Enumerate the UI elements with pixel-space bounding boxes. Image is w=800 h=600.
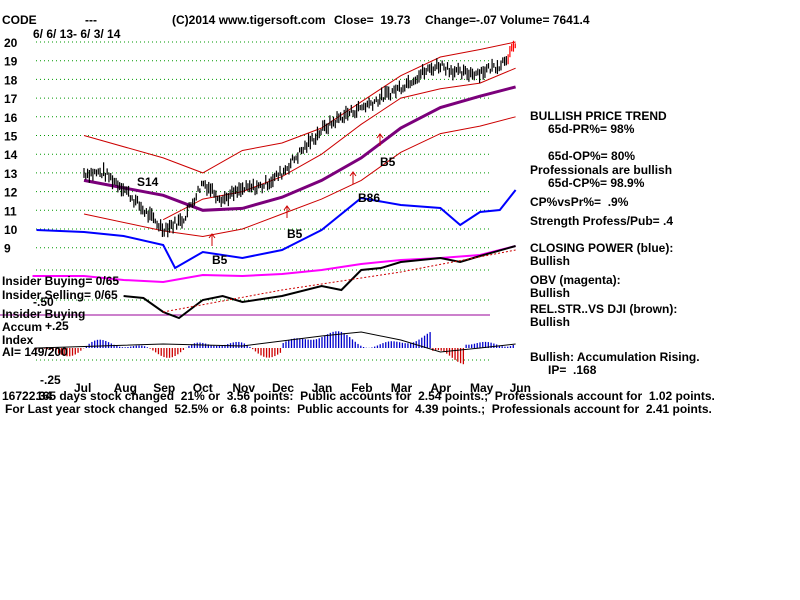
accum-ma bbox=[36, 331, 516, 353]
closing-power-label: CLOSING POWER (blue): bbox=[530, 241, 674, 255]
x-tick-label: Dec bbox=[272, 381, 294, 395]
relstr-label: REL.STR..VS DJI (brown): bbox=[530, 302, 678, 316]
accum-label: Accum bbox=[2, 320, 43, 334]
relstr-status: Bullish bbox=[530, 315, 571, 329]
y-tick-label: 17 bbox=[4, 92, 18, 106]
y-tick-label: 20 bbox=[4, 36, 18, 50]
obv-label: OBV (magenta): bbox=[530, 273, 621, 287]
x-tick-label: Jun bbox=[510, 381, 531, 395]
signal-arrowhead bbox=[376, 133, 384, 139]
y-tick-label: 9 bbox=[4, 242, 11, 256]
x-tick-label: Sep bbox=[153, 381, 175, 395]
signal-arrows bbox=[208, 133, 384, 246]
y-tick-label: 19 bbox=[4, 55, 18, 69]
pr-value: 65d-PR%= 98% bbox=[548, 122, 635, 136]
professionals-status: Professionals are bullish bbox=[530, 163, 673, 177]
signal-b86: B86 bbox=[358, 191, 381, 205]
closing-power-status: Bullish bbox=[530, 254, 571, 268]
y-tick-label: 11 bbox=[4, 204, 17, 218]
accumulation-histogram bbox=[35, 331, 516, 365]
y-tick-label: 13 bbox=[4, 167, 18, 181]
x-tick-label: Feb bbox=[351, 381, 372, 395]
accum-plus25: +.25 bbox=[45, 319, 69, 333]
relstr-line bbox=[123, 245, 516, 320]
signal-b5: B5 bbox=[287, 227, 303, 241]
x-tick-label: Jan bbox=[312, 381, 333, 395]
accum-minus50: -.50 bbox=[33, 295, 54, 309]
insider-buying-ratio: Insider Buying= 0/65 bbox=[2, 274, 120, 288]
relstr-ma bbox=[163, 249, 516, 313]
price-bars bbox=[83, 40, 516, 238]
y-tick-label: 16 bbox=[4, 111, 18, 125]
accum-minus25: -.25 bbox=[40, 373, 61, 387]
signal-arrowhead bbox=[349, 171, 357, 177]
x-tick-label: May bbox=[470, 381, 494, 395]
y-tick-label: 10 bbox=[4, 223, 18, 237]
signal-arrowhead bbox=[208, 233, 216, 239]
signal-s14: S14 bbox=[137, 175, 159, 189]
ip-value: IP= .168 bbox=[548, 363, 597, 377]
ai-value: AI= 149/200 bbox=[2, 345, 68, 359]
y-tick-label: 12 bbox=[4, 186, 18, 200]
dashes: --- bbox=[85, 13, 97, 27]
volume-value: Volume= 7641.4 bbox=[500, 13, 590, 27]
insider-buying-label: Insider Buying bbox=[2, 307, 86, 321]
closing-power-line bbox=[36, 189, 517, 270]
x-tick-label: Oct bbox=[193, 381, 213, 395]
x-tick-labels: Jul Aug Sep Oct Nov Dec Jan Feb Mar Apr May Jun bbox=[74, 381, 531, 395]
lower-band bbox=[83, 116, 516, 238]
x-tick-label: Jul bbox=[74, 381, 91, 395]
relstr bbox=[123, 245, 516, 320]
grid-lines bbox=[0, 41, 490, 361]
obv-status: Bullish bbox=[530, 286, 571, 300]
x-tick-label: Apr bbox=[430, 381, 451, 395]
footer-line-2: For Last year stock changed 52.5% or 6.8… bbox=[5, 402, 712, 416]
change-value: Change=-.07 bbox=[425, 13, 497, 27]
cpvspr-value: CP%vsPr%= .9% bbox=[530, 195, 629, 209]
y-tick-label: 14 bbox=[4, 148, 18, 162]
footer-line-1: 165 days stock changed 21% or 3.56 point… bbox=[36, 389, 715, 403]
x-tick-label: Mar bbox=[391, 381, 413, 395]
footer-prefix: 16722.34 bbox=[2, 389, 53, 403]
closing-power bbox=[36, 189, 517, 270]
close-value: Close= 19.73 bbox=[334, 13, 411, 27]
signal-b5: B5 bbox=[212, 253, 228, 267]
symbol: CODE bbox=[2, 13, 37, 27]
upper-band bbox=[83, 41, 516, 174]
strength-value: Strength Profess/Pub= .4 bbox=[530, 214, 674, 228]
accum-message: Bullish: Accumulation Rising. bbox=[530, 350, 700, 364]
insider-selling-ratio: Insider Selling= 0/65 bbox=[2, 288, 118, 302]
trend-title: BULLISH PRICE TREND bbox=[530, 109, 667, 123]
y-tick-labels: 20 19 18 17 16 15 14 13 12 11 10 9 bbox=[4, 36, 18, 256]
signal-b5: B5 bbox=[380, 155, 396, 169]
op-value: 65d-OP%= 80% bbox=[548, 149, 636, 163]
x-tick-label: Aug bbox=[114, 381, 137, 395]
y-tick-label: 15 bbox=[4, 130, 18, 144]
x-tick-label: Nov bbox=[232, 381, 255, 395]
cp-value: 65d-CP%= 98.9% bbox=[548, 176, 645, 190]
copyright: (C)2014 www.tigersoft.com bbox=[172, 13, 326, 27]
date-range: 6/ 6/ 13- 6/ 3/ 14 bbox=[33, 27, 121, 41]
index-label: Index bbox=[2, 333, 34, 347]
signal-arrowhead bbox=[283, 205, 291, 211]
y-tick-label: 18 bbox=[4, 73, 18, 87]
